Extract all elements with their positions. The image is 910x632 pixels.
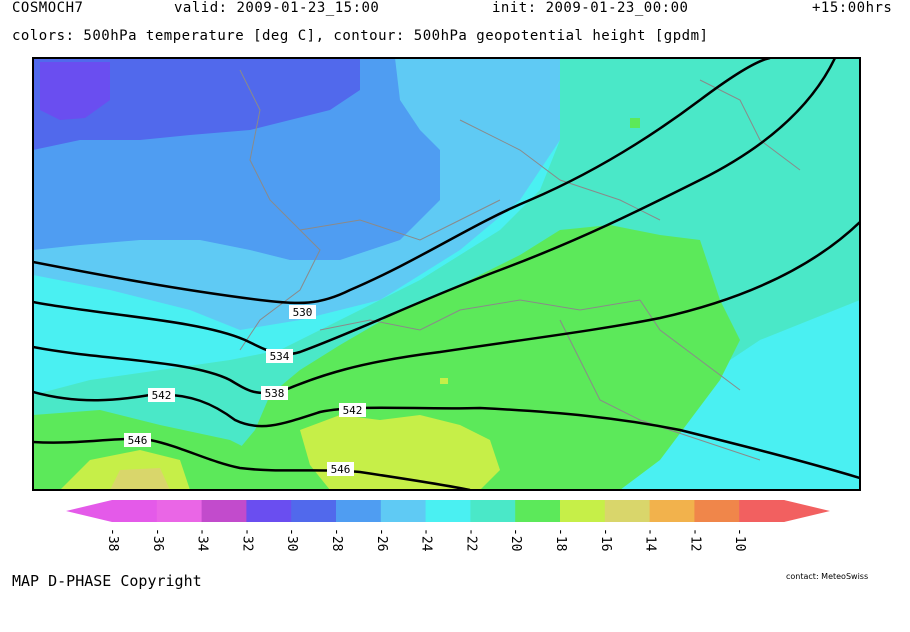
legend-label: -16	[598, 528, 613, 551]
init-time: init: 2009-01-23_00:00	[492, 0, 689, 16]
contour-line-538	[33, 221, 860, 395]
legend-label: -28	[329, 528, 344, 551]
contour-label-538: 538	[265, 387, 285, 400]
legend-label: -22	[463, 528, 478, 551]
lead-time: +15:00hrs	[812, 0, 893, 16]
legend-swatch	[604, 500, 651, 522]
legend-swatch	[336, 500, 382, 522]
valid-time: valid: 2009-01-23_15:00	[174, 0, 380, 16]
legend-swatch	[112, 500, 158, 522]
contour-label-530: 530	[293, 306, 313, 319]
legend-swatch	[380, 500, 427, 522]
legend-label: -30	[284, 528, 299, 551]
legend-swatch	[649, 500, 695, 522]
contact-text: contact: MeteoSwiss	[786, 572, 869, 581]
legend-arrow-right	[784, 500, 830, 522]
contour-label-546-south: 546	[331, 463, 351, 476]
contour-line-534	[33, 58, 837, 356]
legend-swatch	[470, 500, 516, 522]
legend-label: -26	[374, 528, 389, 551]
contour-label-546-west: 546	[128, 434, 148, 447]
legend-label: -20	[508, 528, 523, 551]
legend-swatch	[201, 500, 247, 522]
contour-label-534: 534	[270, 350, 290, 363]
legend-swatch	[425, 500, 471, 522]
legend-label: -18	[553, 528, 568, 551]
legend-label: -32	[239, 528, 254, 551]
contour-labels: 530 534 538 542 542 546 546	[124, 305, 366, 476]
legend-swatch	[560, 500, 606, 522]
legend-label: -34	[195, 528, 210, 552]
legend-label: -24	[419, 528, 434, 552]
legend-swatch	[246, 500, 292, 522]
color-legend: -38 -36 -34 -32 -30 -28 -26 -24 -22 -20 -18 -16 -14 -…	[66, 500, 830, 552]
contour-line-546	[33, 437, 471, 490]
legend-swatch	[694, 500, 740, 522]
legend-arrow-left	[66, 500, 112, 522]
map-frame	[32, 57, 861, 491]
temperature-field	[33, 58, 860, 490]
copyright-text: MAP D-PHASE Copyright	[12, 572, 202, 590]
legend-label: -10	[732, 528, 747, 551]
field-description: colors: 500hPa temperature [deg C], cont…	[12, 28, 709, 44]
country-borders	[239, 69, 801, 461]
legend-label: -12	[687, 528, 702, 551]
legend-swatch	[291, 500, 337, 522]
legend-label: -38	[105, 528, 120, 551]
legend-swatch	[739, 500, 785, 522]
legend-label: -36	[150, 528, 165, 551]
contour-line-530	[33, 58, 771, 305]
model-name: COSMOCH7	[12, 0, 84, 16]
contour-label-542-east: 542	[343, 404, 363, 417]
contour-label-542-west: 542	[152, 389, 172, 402]
legend-swatch	[156, 500, 203, 522]
legend-label: -14	[643, 528, 658, 552]
legend-swatch	[515, 500, 561, 522]
